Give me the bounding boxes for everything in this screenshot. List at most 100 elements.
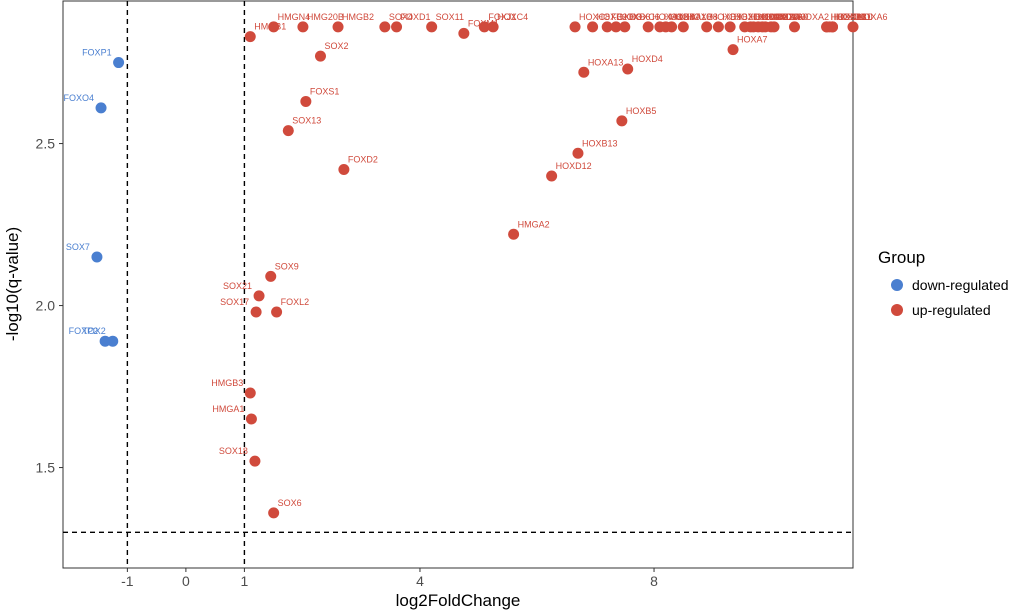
data-point [622, 63, 634, 75]
data-point [727, 44, 739, 56]
x-tick-label: 8 [650, 573, 658, 589]
data-point [768, 21, 780, 33]
data-point [379, 21, 391, 33]
point-label: HOXD9 [834, 12, 865, 22]
point-label: HOXD4 [632, 54, 663, 64]
point-label: HMGB1 [254, 22, 286, 32]
point-label: HOXD10 [837, 12, 873, 22]
data-point [642, 21, 654, 33]
data-point [666, 21, 678, 33]
data-point [268, 507, 280, 519]
data-point [458, 27, 470, 39]
data-point [587, 21, 599, 33]
data-point [297, 21, 309, 33]
point-label: HOXB2 [597, 12, 628, 22]
point-label: HOXB3 [722, 12, 753, 22]
x-tick-label: 4 [416, 573, 424, 589]
point-label: HOXA6 [857, 12, 888, 22]
data-point [113, 57, 125, 69]
point-label: HOXB4 [664, 12, 695, 22]
point-label: HOXC13 [766, 12, 802, 22]
data-point [677, 21, 689, 33]
data-point [788, 21, 800, 33]
data-point [478, 21, 490, 33]
data-point [250, 306, 262, 318]
point-label: FOXP1 [82, 48, 112, 58]
point-label: FOXD1 [401, 12, 431, 22]
x-tick-label: 1 [241, 573, 249, 589]
point-label: HOXA1 [652, 12, 683, 22]
point-label: HOXC8 [579, 12, 610, 22]
x-axis: -1 0 1 4 8 [121, 568, 658, 589]
data-point [271, 306, 283, 318]
point-label: SOX21 [223, 281, 252, 291]
point-label: HOXB8 [687, 12, 718, 22]
point-label: FOXJ1 [488, 12, 516, 22]
data-point [712, 21, 724, 33]
x-tick-label: 0 [182, 573, 190, 589]
point-label: HOXA5 [755, 12, 786, 22]
point-label: HMGB3 [211, 378, 243, 388]
point-label: FOXS1 [310, 86, 340, 96]
point-label: HOXC11 [831, 12, 866, 22]
point-label: SOX6 [278, 498, 302, 508]
data-point [249, 455, 261, 467]
point-label: HOXC10 [762, 12, 798, 22]
x-tick-label: -1 [121, 573, 134, 589]
point-label: HOXA13 [588, 57, 624, 67]
point-label: HMGN4 [278, 12, 311, 22]
point-label: HOXA4 [769, 12, 800, 22]
legend-title: Group [878, 248, 925, 267]
plot-panel [62, 0, 854, 569]
point-label: HOXA3 [775, 12, 806, 22]
data-point [95, 102, 107, 114]
data-point [338, 163, 350, 175]
point-label: HOXB9 [711, 12, 742, 22]
point-labels: FOXP1FOXO4SOX7FOXP2TOX2HMGN4HMGB1HMG20BH… [64, 12, 888, 508]
point-label: TOX2 [82, 326, 105, 336]
data-point [244, 387, 256, 399]
data-point [91, 251, 103, 263]
point-label: FOXD2 [348, 154, 378, 164]
point-label: HMGA2 [518, 219, 550, 229]
data-point [616, 115, 628, 127]
data-point [601, 21, 613, 33]
legend-label: up-regulated [912, 302, 991, 318]
point-label: FOXM1 [468, 18, 499, 28]
point-label: HOXC6 [629, 12, 660, 22]
data-point [268, 21, 280, 33]
point-label: FOXD3 [611, 12, 641, 22]
point-label: FOXO4 [64, 93, 95, 103]
point-label: HMGB2 [342, 12, 374, 22]
point-label: HOXA9 [778, 12, 809, 22]
point-label: SOX13 [292, 116, 321, 126]
point-label: HOXA10 [676, 12, 712, 22]
data-point [391, 21, 403, 33]
point-label: SOX18 [219, 446, 248, 456]
y-tick-label: 1.5 [36, 460, 56, 476]
point-label: HOXD12 [556, 161, 592, 171]
data-point [253, 290, 265, 302]
data-point [107, 335, 119, 347]
y-tick-label: 2.5 [36, 136, 56, 152]
point-label: HOXA2 [798, 12, 829, 22]
y-tick-label: 2.0 [36, 298, 56, 314]
legend-key [891, 279, 903, 291]
point-label: HMG20B [307, 12, 344, 22]
point-label: HOXC4 [497, 12, 528, 22]
data-point [847, 21, 859, 33]
point-label: HOXD13 [831, 12, 867, 22]
point-label: FOXP2 [69, 326, 99, 336]
point-label: HMGA1 [212, 404, 244, 414]
data-point [332, 21, 344, 33]
data-point [487, 21, 499, 33]
data-points [91, 21, 859, 519]
data-point [99, 335, 111, 347]
data-point [244, 31, 256, 43]
x-axis-title: log2FoldChange [396, 591, 521, 610]
point-label: HOXB7 [670, 12, 701, 22]
data-point [619, 21, 631, 33]
data-point [654, 21, 666, 33]
point-label: SOX7 [66, 242, 90, 252]
legend-label: down-regulated [912, 277, 1009, 293]
